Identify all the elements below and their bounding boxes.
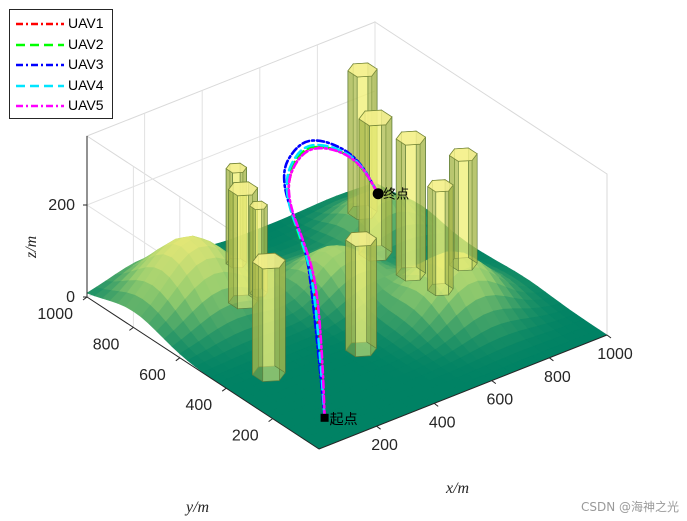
z-tick-label: 0 [66, 289, 75, 306]
x-tick-label: 200 [371, 437, 398, 454]
legend-swatch [16, 104, 64, 108]
obstacle-top [227, 181, 259, 197]
y-axis-label: y/m [184, 499, 209, 516]
y-tick-mark [129, 326, 134, 331]
x-tick-label: 400 [429, 414, 456, 431]
y-tick-label: 800 [93, 336, 120, 353]
legend-label: UAV3 [68, 56, 104, 72]
obstacle-top [251, 252, 286, 270]
obstacle-face [395, 138, 406, 282]
obstacle-face [228, 189, 238, 310]
x-tick-label: 600 [486, 392, 513, 409]
obstacle-face [274, 252, 286, 374]
obstacle-top [345, 231, 377, 247]
obstacle-column [427, 179, 454, 297]
legend-swatch [16, 84, 64, 87]
obstacle-face [415, 130, 426, 274]
trajectory-uav4 [285, 143, 380, 420]
obstacle-top [448, 147, 478, 162]
obstacle-face [381, 109, 393, 253]
y-tick-label: 1000 [37, 306, 73, 323]
obstacle-column [345, 231, 377, 358]
x-axis-label: x/m [445, 480, 469, 497]
trajectory-uav3 [282, 139, 380, 420]
legend-label: UAV4 [68, 76, 104, 93]
legend-swatch [16, 22, 64, 26]
x-tick-label: 1000 [597, 346, 633, 363]
obstacle-column [395, 130, 427, 282]
obstacle-top [427, 179, 454, 193]
y-tick-label: 600 [139, 367, 166, 384]
z-axis-label: z/m [23, 236, 40, 259]
obstacle-face [347, 70, 358, 221]
x-axis-line [318, 334, 608, 450]
x-tick-mark [376, 425, 381, 430]
obstacle-face [427, 186, 437, 297]
obstacle-top [395, 130, 427, 146]
y-tick-label: 200 [232, 428, 259, 445]
obstacle-top [358, 109, 393, 127]
legend-entry-uav2: UAV2 [10, 35, 114, 55]
obstacle-face [366, 231, 377, 349]
obstacle-top [347, 62, 378, 78]
start-marker [320, 413, 329, 422]
legend-entry-uav4: UAV4 [10, 76, 114, 96]
y-axis-line [86, 296, 320, 450]
y-tick-label: 400 [185, 397, 212, 414]
legend-label: UAV5 [68, 97, 104, 113]
legend-swatch [16, 63, 64, 67]
x-tick-mark [549, 357, 554, 362]
x-tick-label: 800 [544, 369, 571, 386]
obstacle-column [448, 147, 478, 272]
trajectory-uav5 [287, 146, 380, 420]
y-tick-mark [221, 387, 227, 392]
x-tick-mark [491, 380, 497, 385]
obstacle-face [444, 179, 454, 290]
start-label: 起点 [330, 412, 358, 428]
obstacle-face [252, 261, 264, 383]
legend-label: UAV2 [68, 35, 104, 52]
x-tick-mark [606, 334, 612, 339]
x-tick-mark [433, 402, 439, 407]
legend-entry-uav1: UAV1 [10, 14, 114, 34]
y-tick-mark [268, 418, 273, 423]
goal-marker [372, 188, 384, 200]
legend-entry-uav3: UAV3 [10, 55, 114, 75]
legend-entry-uav5: UAV5 [10, 96, 114, 116]
obstacle-top [249, 200, 268, 211]
obstacle-column [358, 109, 393, 262]
goal-label: 终点 [383, 187, 409, 203]
obstacle-face [345, 239, 356, 358]
obstacle-top [225, 162, 248, 174]
legend: UAV1 UAV2 UAV3 UAV4 UAV5 [9, 9, 113, 119]
obstacle-column [251, 252, 286, 383]
obstacle-face [468, 147, 478, 264]
y-tick-mark [175, 357, 181, 362]
watermark: CSDN @海神之光 [580, 500, 679, 514]
legend-swatch [16, 43, 64, 46]
legend-label: UAV1 [68, 15, 104, 31]
z-tick-label: 200 [48, 197, 75, 214]
obstacles-and-paths: 起点 终点 [225, 62, 478, 428]
